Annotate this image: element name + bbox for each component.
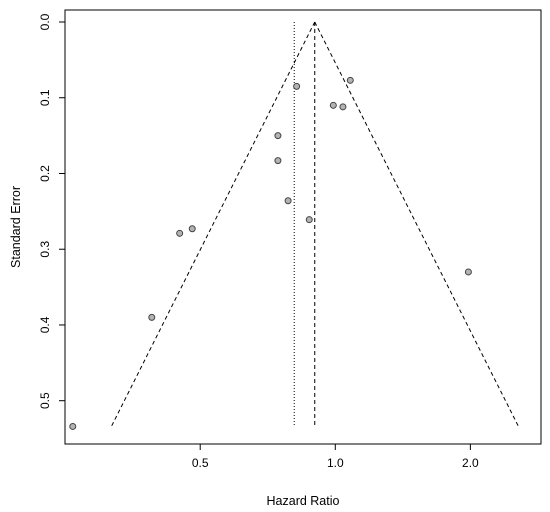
- data-point: [274, 157, 282, 165]
- data-point: [339, 103, 347, 111]
- y-axis: 0.0 0.1 0.2 0.3 0.4 0.5: [38, 13, 65, 409]
- y-tick-label: 0.2: [38, 165, 52, 182]
- data-point: [346, 76, 354, 84]
- data-point: [464, 268, 472, 276]
- data-points: [69, 76, 472, 430]
- x-tick-label: 1.0: [327, 456, 344, 470]
- y-axis-title: Standard Error: [9, 186, 23, 268]
- y-tick-label: 0.3: [38, 241, 52, 258]
- plot-frame: [64, 9, 542, 445]
- data-point: [305, 216, 313, 224]
- y-tick-label: 0.1: [38, 89, 52, 106]
- x-tick-label: 0.5: [192, 456, 209, 470]
- data-point: [69, 422, 77, 430]
- funnel-left-limit: [110, 21, 316, 427]
- x-tick-label: 2.0: [462, 456, 479, 470]
- data-point: [188, 225, 196, 233]
- y-tick-label: 0.5: [38, 392, 52, 409]
- x-axis-title: Hazard Ratio: [267, 494, 340, 508]
- x-axis: 0.5 1.0 2.0: [192, 444, 479, 470]
- y-tick-label: 0.0: [38, 13, 52, 30]
- data-point: [293, 82, 301, 90]
- data-point: [329, 101, 337, 109]
- funnel-lines: [110, 21, 519, 427]
- data-point: [148, 313, 156, 321]
- funnel-right-limit: [314, 21, 519, 427]
- data-point: [176, 229, 184, 237]
- y-tick-label: 0.4: [38, 316, 52, 333]
- data-point: [284, 197, 292, 205]
- data-point: [274, 132, 282, 140]
